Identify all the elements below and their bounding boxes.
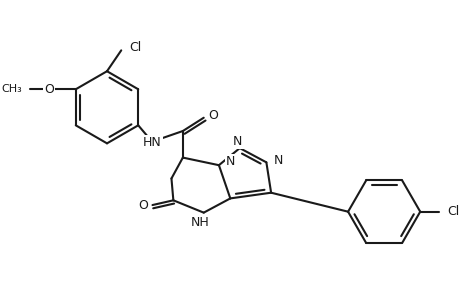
Text: HN: HN	[143, 136, 162, 149]
Text: Cl: Cl	[446, 205, 458, 218]
Text: O: O	[44, 83, 54, 96]
Text: Cl: Cl	[129, 41, 141, 54]
Text: N: N	[225, 155, 235, 168]
Text: CH₃: CH₃	[2, 84, 22, 94]
Text: NH: NH	[190, 216, 209, 229]
Text: N: N	[233, 135, 242, 148]
Text: N: N	[274, 154, 283, 167]
Text: O: O	[208, 109, 218, 122]
Text: O: O	[138, 199, 147, 212]
